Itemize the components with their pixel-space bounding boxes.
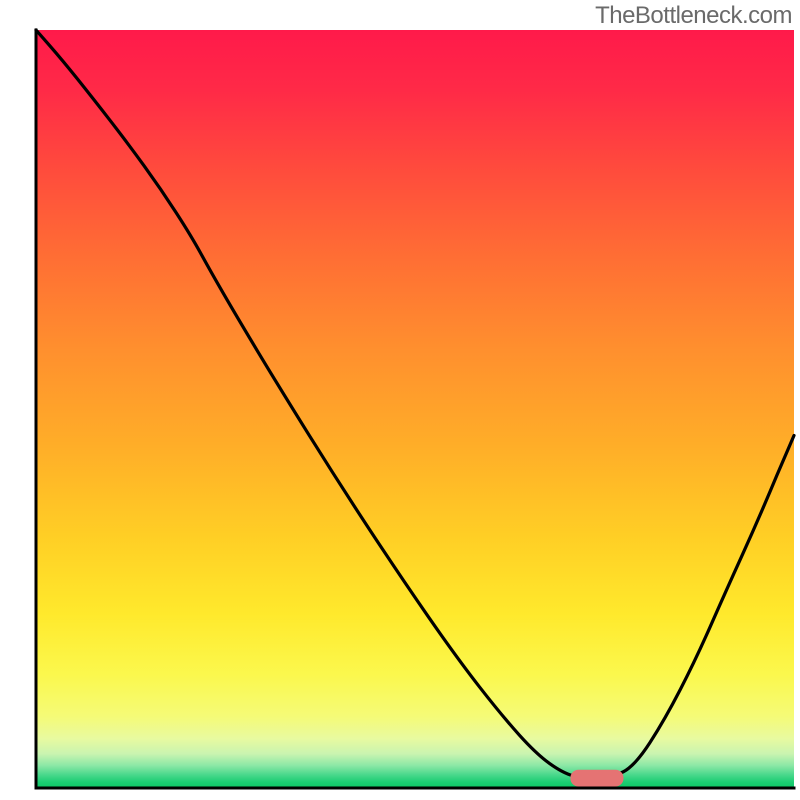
highlight-marker xyxy=(570,770,623,787)
chart-svg xyxy=(0,0,800,800)
plot-background xyxy=(36,30,794,788)
chart-container: TheBottleneck.com xyxy=(0,0,800,800)
